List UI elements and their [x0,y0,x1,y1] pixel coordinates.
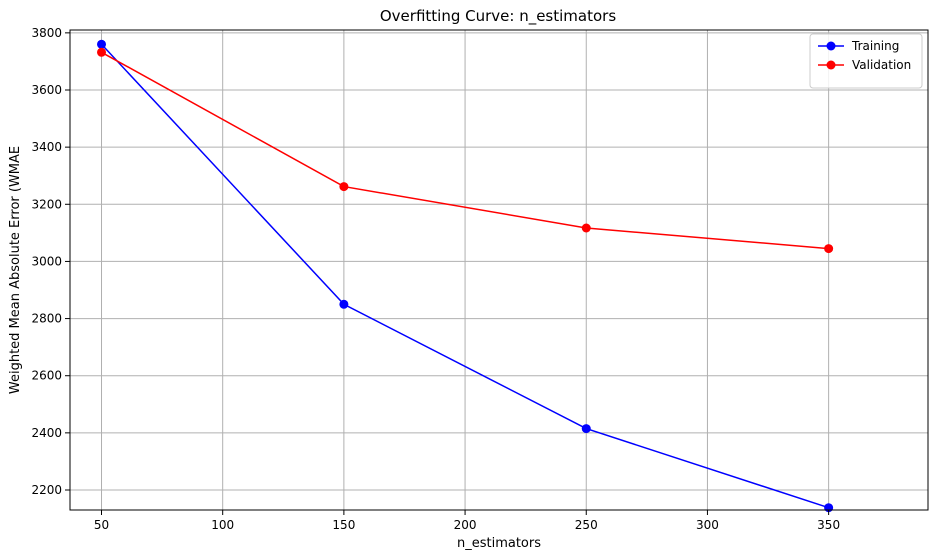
legend-validation-marker [826,60,836,70]
legend-training-marker [826,41,836,51]
x-tick-label: 150 [332,518,355,532]
validation-point [339,182,349,192]
legend-validation-label: Validation [852,58,911,72]
y-axis: 2200 2400 2600 2800 3000 3200 3400 3600 3800 [31,26,70,497]
x-axis: 50 100 150 200 250 300 350 [94,510,840,532]
x-tick-label: 250 [575,518,598,532]
x-tick-label: 100 [211,518,234,532]
grid [70,30,928,510]
training-line [100,43,829,509]
x-tick-label: 200 [454,518,477,532]
y-tick-label: 3400 [31,140,62,154]
legend: Training Validation [809,33,923,89]
validation-point [97,47,107,57]
y-tick-label: 3200 [31,197,62,211]
training-point [581,424,591,434]
y-tick-label: 3800 [31,26,62,40]
y-tick-label: 2600 [31,369,62,383]
y-tick-label: 3600 [31,83,62,97]
y-tick-label: 2400 [31,426,62,440]
x-tick-label: 50 [94,518,109,532]
validation-point [824,244,834,254]
chart-title: Overfitting Curve: n_estimators [380,7,616,26]
y-tick-label: 3000 [31,254,62,268]
y-axis-label: Weighted Mean Absolute Error (WMAE [8,146,23,394]
x-tick-label: 350 [817,518,840,532]
y-tick-label: 2200 [31,483,62,497]
validation-point [581,223,591,233]
x-tick-label: 300 [696,518,719,532]
plot-frame [69,29,929,511]
validation-line [101,51,829,250]
training-point [339,299,349,309]
y-tick-label: 2800 [31,312,62,326]
series-layer [97,39,834,513]
legend-box [809,33,923,89]
x-axis-label: n_estimators [457,536,541,551]
legend-training-label: Training [851,39,899,53]
training-point [97,39,107,49]
